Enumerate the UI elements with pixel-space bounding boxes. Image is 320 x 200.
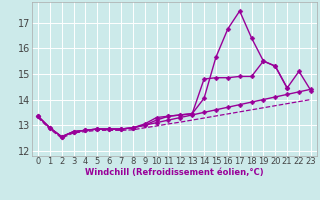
X-axis label: Windchill (Refroidissement éolien,°C): Windchill (Refroidissement éolien,°C) [85,168,264,177]
